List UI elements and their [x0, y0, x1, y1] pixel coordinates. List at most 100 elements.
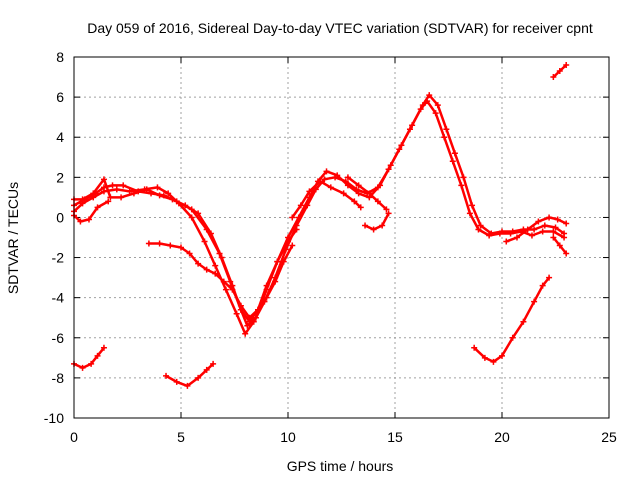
x-tick-label: 5 [177, 429, 185, 445]
data-point-marker [90, 190, 97, 197]
data-point-marker [165, 190, 172, 197]
data-point-marker [507, 230, 514, 237]
data-point-marker [481, 354, 488, 361]
data-point-marker [79, 196, 86, 203]
y-tick-label: 8 [56, 49, 64, 65]
data-point-marker [458, 182, 465, 189]
plot-frame [73, 56, 610, 419]
data-point-marker [263, 294, 270, 301]
data-point-marker [528, 232, 535, 239]
data-point-marker [379, 222, 386, 229]
data-point-marker [563, 250, 570, 257]
data-point-marker [163, 372, 170, 379]
data-point-marker [351, 198, 358, 205]
grid-layer [74, 57, 609, 418]
data-point-marker [509, 334, 516, 341]
data-point-marker [496, 230, 503, 237]
data-point-marker [503, 238, 510, 245]
x-tick-label: 15 [387, 429, 403, 445]
data-point-marker [274, 258, 281, 265]
data-point-marker [477, 222, 484, 229]
data-point-marker [561, 234, 568, 241]
data-point-marker [524, 226, 531, 233]
data-point-marker [188, 214, 195, 221]
series-trace-j [550, 234, 570, 257]
data-point-marker [556, 242, 563, 249]
data-point-marker [466, 210, 473, 217]
data-point-marker [293, 226, 300, 233]
data-point-marker [460, 174, 467, 181]
data-point-marker [94, 204, 101, 211]
data-point-marker [210, 360, 217, 367]
x-tick-label: 10 [280, 429, 296, 445]
data-point-marker [550, 234, 557, 241]
data-point-marker [563, 62, 570, 69]
series-line [72, 178, 298, 323]
data-point-marker [77, 218, 84, 225]
data-point-marker [552, 224, 559, 231]
series-line [291, 180, 363, 219]
y-axis-title: SDTVAR / TECUs [5, 182, 21, 294]
data-point-marker [426, 92, 433, 99]
data-point-marker [451, 150, 458, 157]
data-point-marker [195, 260, 202, 267]
data-point-marker [520, 318, 527, 325]
data-point-marker [374, 198, 381, 205]
data-point-marker [173, 378, 180, 385]
series-trace-c [71, 176, 300, 325]
data-point-marker [546, 274, 553, 281]
data-point-marker [113, 186, 120, 193]
data-point-marker [237, 302, 244, 309]
data-point-marker [201, 238, 208, 245]
data-point-marker [79, 364, 86, 371]
data-point-marker [353, 186, 360, 193]
data-point-marker [531, 298, 538, 305]
x-axis-title: GPS time / hours [287, 458, 394, 474]
series-trace-g [362, 210, 392, 233]
data-point-marker [289, 242, 296, 249]
data-point-marker [203, 266, 210, 273]
data-point-marker [312, 186, 319, 193]
data-point-marker [222, 286, 229, 293]
data-point-marker [154, 184, 161, 191]
x-tick-label: 0 [70, 429, 78, 445]
data-point-marker [145, 240, 152, 247]
data-point-marker [85, 216, 92, 223]
series-line [72, 200, 110, 223]
series-trace-h [344, 174, 390, 213]
series-line [72, 99, 566, 336]
data-point-marker [499, 352, 505, 359]
data-point-marker [332, 174, 339, 181]
data-point-marker [263, 282, 270, 289]
data-point-marker [212, 270, 219, 277]
data-point-marker [100, 176, 107, 183]
y-tick-label: 2 [56, 169, 64, 185]
data-point-marker [280, 258, 287, 265]
data-point-marker [242, 330, 249, 337]
data-point-marker [374, 184, 381, 191]
series-layer [71, 62, 570, 389]
data-point-marker [203, 366, 210, 373]
data-point-marker [118, 194, 125, 201]
data-point-marker [94, 352, 101, 359]
data-point-marker [385, 210, 392, 217]
data-point-marker [107, 194, 114, 201]
data-point-marker [471, 344, 478, 351]
data-point-marker [357, 204, 364, 211]
y-tick-label: -10 [44, 410, 64, 426]
data-point-marker [304, 202, 311, 209]
data-point-marker [167, 242, 174, 249]
data-point-marker [355, 182, 362, 189]
x-tick-label: 25 [601, 429, 617, 445]
data-point-marker [513, 234, 520, 241]
data-point-marker [156, 240, 163, 247]
data-point-marker [306, 188, 313, 195]
data-point-marker [317, 178, 324, 185]
data-point-marker [550, 228, 557, 235]
data-point-marker [396, 146, 403, 153]
data-point-marker [385, 166, 392, 173]
data-point-marker [297, 202, 304, 209]
data-point-marker [541, 222, 548, 229]
